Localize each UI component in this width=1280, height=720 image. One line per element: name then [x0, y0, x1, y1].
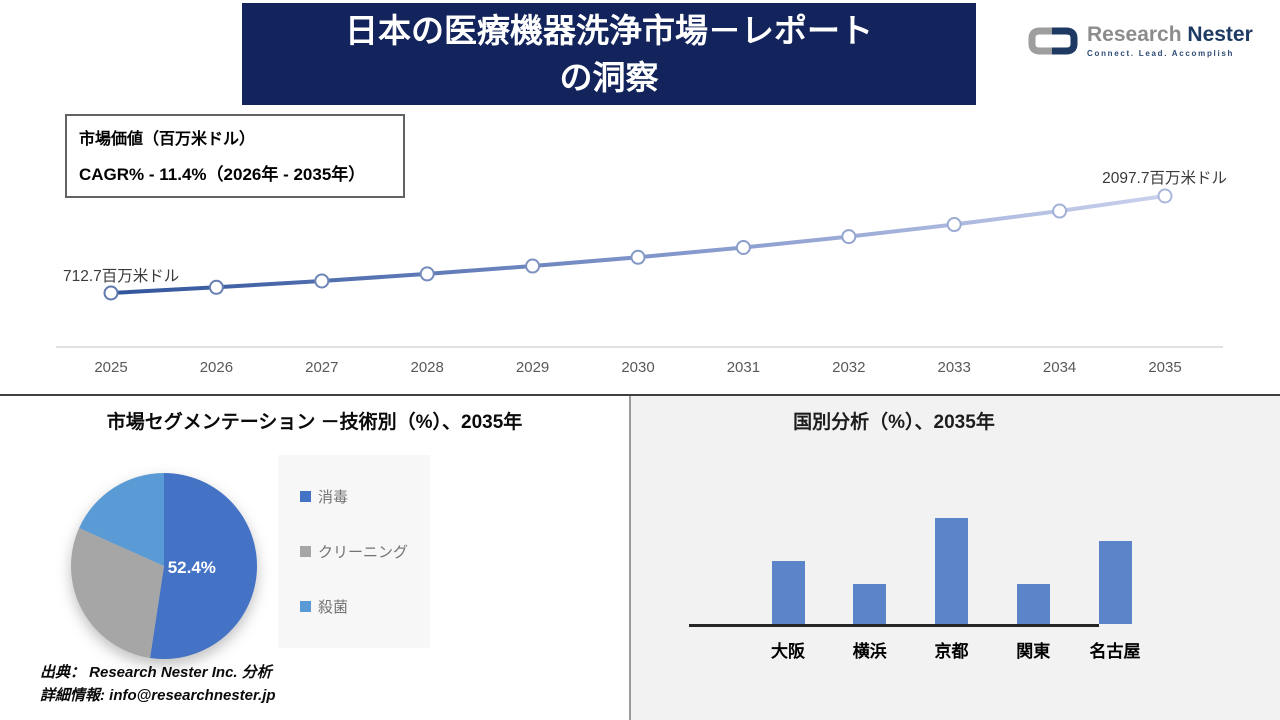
segmentation-title: 市場セグメンテーション －技術別（%）、2035年: [106, 412, 523, 433]
bar-category-label: 大阪: [771, 642, 805, 661]
report-title: 日本の医療機器洗浄市場－レポート の洞察: [345, 7, 873, 101]
contact-line: 詳細情報: info@researchnester.jp: [40, 686, 276, 704]
line-series: [109, 194, 1167, 295]
x-axis-tick-label: 2028: [411, 359, 444, 376]
brand-name-research: Research: [1087, 23, 1182, 46]
pie-slice-value-label: 52.4%: [168, 558, 216, 577]
brand-tagline: Connect. Lead. Accomplish: [1087, 49, 1235, 59]
bar-2: [935, 518, 968, 624]
bar-category-label: 関東: [1016, 642, 1051, 661]
brand-name-nester: Nester: [1187, 23, 1253, 46]
x-axis-tick-label: 2025: [94, 359, 127, 376]
legend-label: 殺菌: [318, 599, 349, 616]
end-value-label: 2097.7百万米ドル: [1102, 169, 1227, 187]
x-axis-tick-label: 2034: [1043, 359, 1076, 376]
data-point-marker: [1157, 188, 1173, 204]
cagr-label: CAGR% - 11.4%（2026年 - 2035年）: [79, 165, 366, 184]
bar-chart-axis: [689, 624, 1099, 627]
x-axis-tick-label: 2032: [832, 359, 865, 376]
pie-legend: 消毒クリーニング 殺菌: [278, 455, 430, 648]
x-axis-tick-label: 2027: [305, 359, 338, 376]
legend-swatch-icon: [300, 601, 311, 612]
data-point-marker: [1052, 203, 1068, 219]
bar-3: [1016, 584, 1050, 624]
brand-logo-text: Research Nester Connect. Lead. Accomplis…: [1087, 23, 1253, 59]
report-title-line2: の洞察: [559, 59, 659, 96]
x-axis-tick-label: 2035: [1148, 359, 1181, 376]
report-title-line1: 日本の医療機器洗浄市場－レポート: [345, 12, 873, 49]
x-axis-tick-label: 2030: [621, 359, 654, 376]
brand-logo-icon: [1028, 27, 1078, 55]
country-analysis-title: 国別分析（%）、2035年: [793, 412, 995, 433]
bar-category-label: 京都: [934, 642, 969, 661]
x-axis-tick-label: 2033: [938, 359, 971, 376]
data-point-marker: [525, 258, 541, 274]
bar-category-label: 名古屋: [1089, 642, 1141, 661]
country-analysis-panel: 国別分析（%）、2035年 大阪 横浜 京都 関東 名古屋: [631, 396, 1280, 720]
data-point-marker: [630, 249, 646, 265]
data-point-marker: [314, 273, 330, 289]
start-value-label: 712.7百万米ドル: [63, 267, 179, 285]
brand-logo: Research Nester Connect. Lead. Accomplis…: [1028, 23, 1253, 59]
x-axis-tick-label: 2026: [200, 359, 233, 376]
bar-category-label: 横浜: [852, 642, 887, 661]
data-point-marker: [841, 229, 857, 245]
x-axis-tick-label: 2031: [727, 359, 760, 376]
legend-label: 消毒: [318, 489, 349, 506]
pie-slice-1: [71, 527, 164, 658]
bar-0: [771, 561, 805, 624]
pie-slice-2: [79, 473, 164, 566]
horizontal-divider: [0, 394, 1280, 396]
data-point-marker: [208, 279, 224, 295]
source-note: 出典： Research Nester Inc. 分析 詳細情報: info@r…: [40, 662, 276, 707]
legend-item-2: 殺菌: [300, 596, 430, 617]
data-point-marker: [735, 240, 751, 256]
legend-swatch-icon: [300, 491, 311, 502]
bar-1: [853, 584, 887, 624]
legend-swatch-icon: [300, 546, 311, 557]
bar-4: [1098, 541, 1132, 624]
legend-label: クリーニング: [318, 544, 409, 561]
segmentation-pie-chart: 52.4%: [71, 473, 258, 659]
vertical-divider: [629, 396, 631, 720]
pie-slice-0: [150, 473, 258, 659]
source-line: 出典： Research Nester Inc. 分析: [40, 664, 272, 681]
legend-item-1: クリーニング: [300, 541, 430, 562]
legend-item-0: 消毒: [300, 486, 430, 507]
x-axis-tick-label: 2029: [516, 359, 549, 376]
report-title-banner: 日本の医療機器洗浄市場－レポート の洞察: [242, 3, 976, 105]
market-value-label: 市場価値（百万米ドル）: [79, 131, 256, 148]
brand-name: Research Nester: [1087, 23, 1253, 46]
data-point-marker: [103, 285, 119, 301]
market-value-info-box: 市場価値（百万米ドル） CAGR% - 11.4%（2026年 - 2035年）: [65, 114, 405, 198]
country-bar-chart: 大阪 横浜 京都 関東 名古屋: [689, 396, 1141, 720]
data-point-marker: [419, 266, 435, 282]
data-point-marker: [946, 217, 962, 233]
segmentation-panel: 市場セグメンテーション －技術別（%）、2035年 52.4% 消毒クリーニング…: [0, 396, 629, 720]
